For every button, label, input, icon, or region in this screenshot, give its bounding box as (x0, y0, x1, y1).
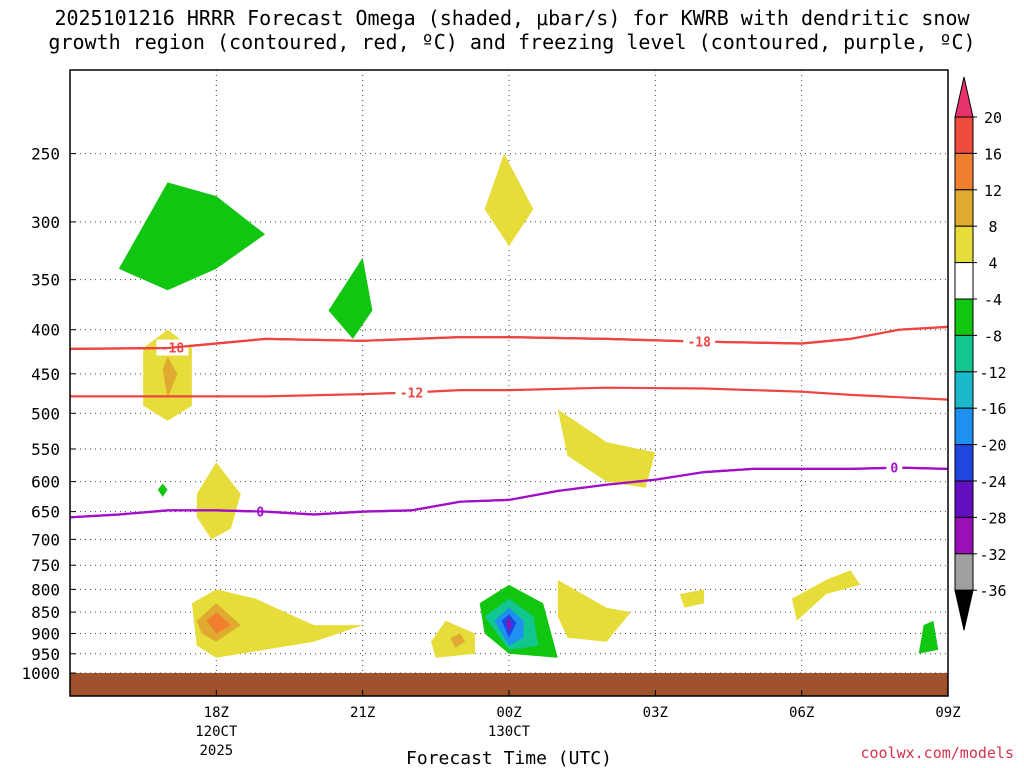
omega-region (679, 589, 705, 608)
dgz-contour-minus18-label: -18 (687, 336, 711, 351)
colorbar-label: 4 (988, 255, 997, 273)
y-tick-label: 500 (31, 404, 60, 423)
chart-title-line-1: 2025101216 HRRR Forecast Omega (shaded, … (54, 6, 970, 30)
colorbar-segment (954, 407, 974, 446)
colorbar-label: -28 (979, 509, 1006, 527)
colorbar-segment (954, 116, 974, 154)
omega-region (206, 612, 231, 634)
y-tick-label: 1000 (21, 664, 60, 683)
x-tick-label: 09Z (935, 705, 960, 721)
omega-region (557, 579, 631, 642)
colorbar-label: -4 (984, 291, 1002, 309)
dgz-contour-minus18-label-bg (683, 333, 716, 350)
y-tick-label: 750 (31, 556, 60, 575)
omega-region (118, 182, 266, 291)
omega-region (484, 153, 534, 247)
colorbar-label: -24 (979, 473, 1006, 491)
colorbar-segment (954, 189, 974, 227)
data-layer: -18 -18 -12 0 0 (70, 70, 948, 673)
x-tick-label: 06Z (789, 705, 814, 721)
y-tick-label: 300 (31, 213, 60, 232)
omega-region (791, 570, 861, 621)
colorbar-bottom-arrow (954, 589, 974, 631)
colorbar-label: -12 (979, 364, 1006, 382)
dgz-contour-minus12-label-bg (395, 384, 428, 401)
y-tick-label: 350 (31, 271, 60, 290)
omega-region (328, 257, 373, 339)
freezing-level-contour-label-bg (886, 459, 903, 476)
colorbar-segment (954, 152, 974, 191)
colorbar-segment (954, 334, 974, 373)
dgz-contour-minus18-label: -18 (161, 342, 185, 357)
x-axis-label: Forecast Time (UTC) (406, 748, 612, 768)
ground-strip (70, 673, 948, 696)
colorbar-label: -20 (979, 437, 1006, 455)
x-tick-label: 18Z (204, 705, 229, 721)
dgz-contour-minus12-line (70, 386, 948, 401)
omega-region (157, 483, 168, 497)
colorbar-segment (954, 225, 974, 264)
colorbar-label: 16 (984, 145, 1002, 163)
chart-title-line-2: growth region (contoured, red, ºC) and f… (48, 30, 976, 54)
y-tick-label: 900 (31, 625, 60, 644)
colorbar: 20 16 12 8 4 -4 -8 -12 -16 -20 -24 -28 -32 -36 (954, 76, 1007, 631)
omega-region (196, 462, 241, 540)
y-tick-label: 600 (31, 473, 60, 492)
x-tick-label: 00Z (496, 705, 521, 721)
x-tick-date: 120CT (195, 724, 238, 740)
colorbar-segment (954, 516, 974, 555)
omega-region (918, 620, 939, 654)
x-tick-label: 21Z (350, 705, 375, 721)
colorbar-label: -8 (984, 327, 1002, 345)
colorbar-segment (954, 298, 974, 336)
colorbar-segment (954, 444, 974, 482)
omega-region (450, 633, 466, 648)
colorbar-label: 8 (988, 218, 997, 236)
colorbar-segment (954, 480, 974, 518)
y-tick-label: 700 (31, 530, 60, 549)
omega-region (191, 589, 363, 658)
colorbar-label: -32 (979, 546, 1006, 564)
y-tick-label: 550 (31, 440, 60, 459)
dgz-contour-minus18-line (70, 325, 948, 350)
y-tick-label: 800 (31, 580, 60, 599)
credit-link[interactable]: coolwx.com/models (860, 744, 1014, 762)
omega-region (162, 356, 178, 398)
colorbar-label: -36 (979, 582, 1006, 600)
y-tick-label: 250 (31, 145, 60, 164)
colorbar-top-arrow (954, 76, 974, 118)
omega-region (557, 409, 656, 488)
freezing-level-contour-label: 0 (256, 505, 264, 520)
dgz-contour-minus12-label: -12 (400, 387, 423, 402)
omega-region (506, 617, 512, 632)
colorbar-segment (954, 553, 974, 591)
x-tick-year: 2025 (199, 743, 233, 759)
y-tick-label: 450 (31, 365, 60, 384)
colorbar-label: 20 (984, 109, 1002, 127)
colorbar-label: -16 (979, 400, 1006, 418)
x-tick-date: 130CT (488, 724, 531, 740)
y-tick-label: 650 (31, 503, 60, 522)
freezing-level-contour-label: 0 (890, 462, 898, 477)
freezing-level-contour-line (70, 466, 948, 519)
colorbar-segment (954, 371, 974, 409)
colorbar-segment (954, 262, 974, 300)
y-tick-label: 400 (31, 321, 60, 340)
y-tick-label: 850 (31, 603, 60, 622)
colorbar-label: 12 (984, 182, 1002, 200)
x-tick-label: 03Z (643, 705, 668, 721)
y-tick-label: 950 (31, 645, 60, 664)
